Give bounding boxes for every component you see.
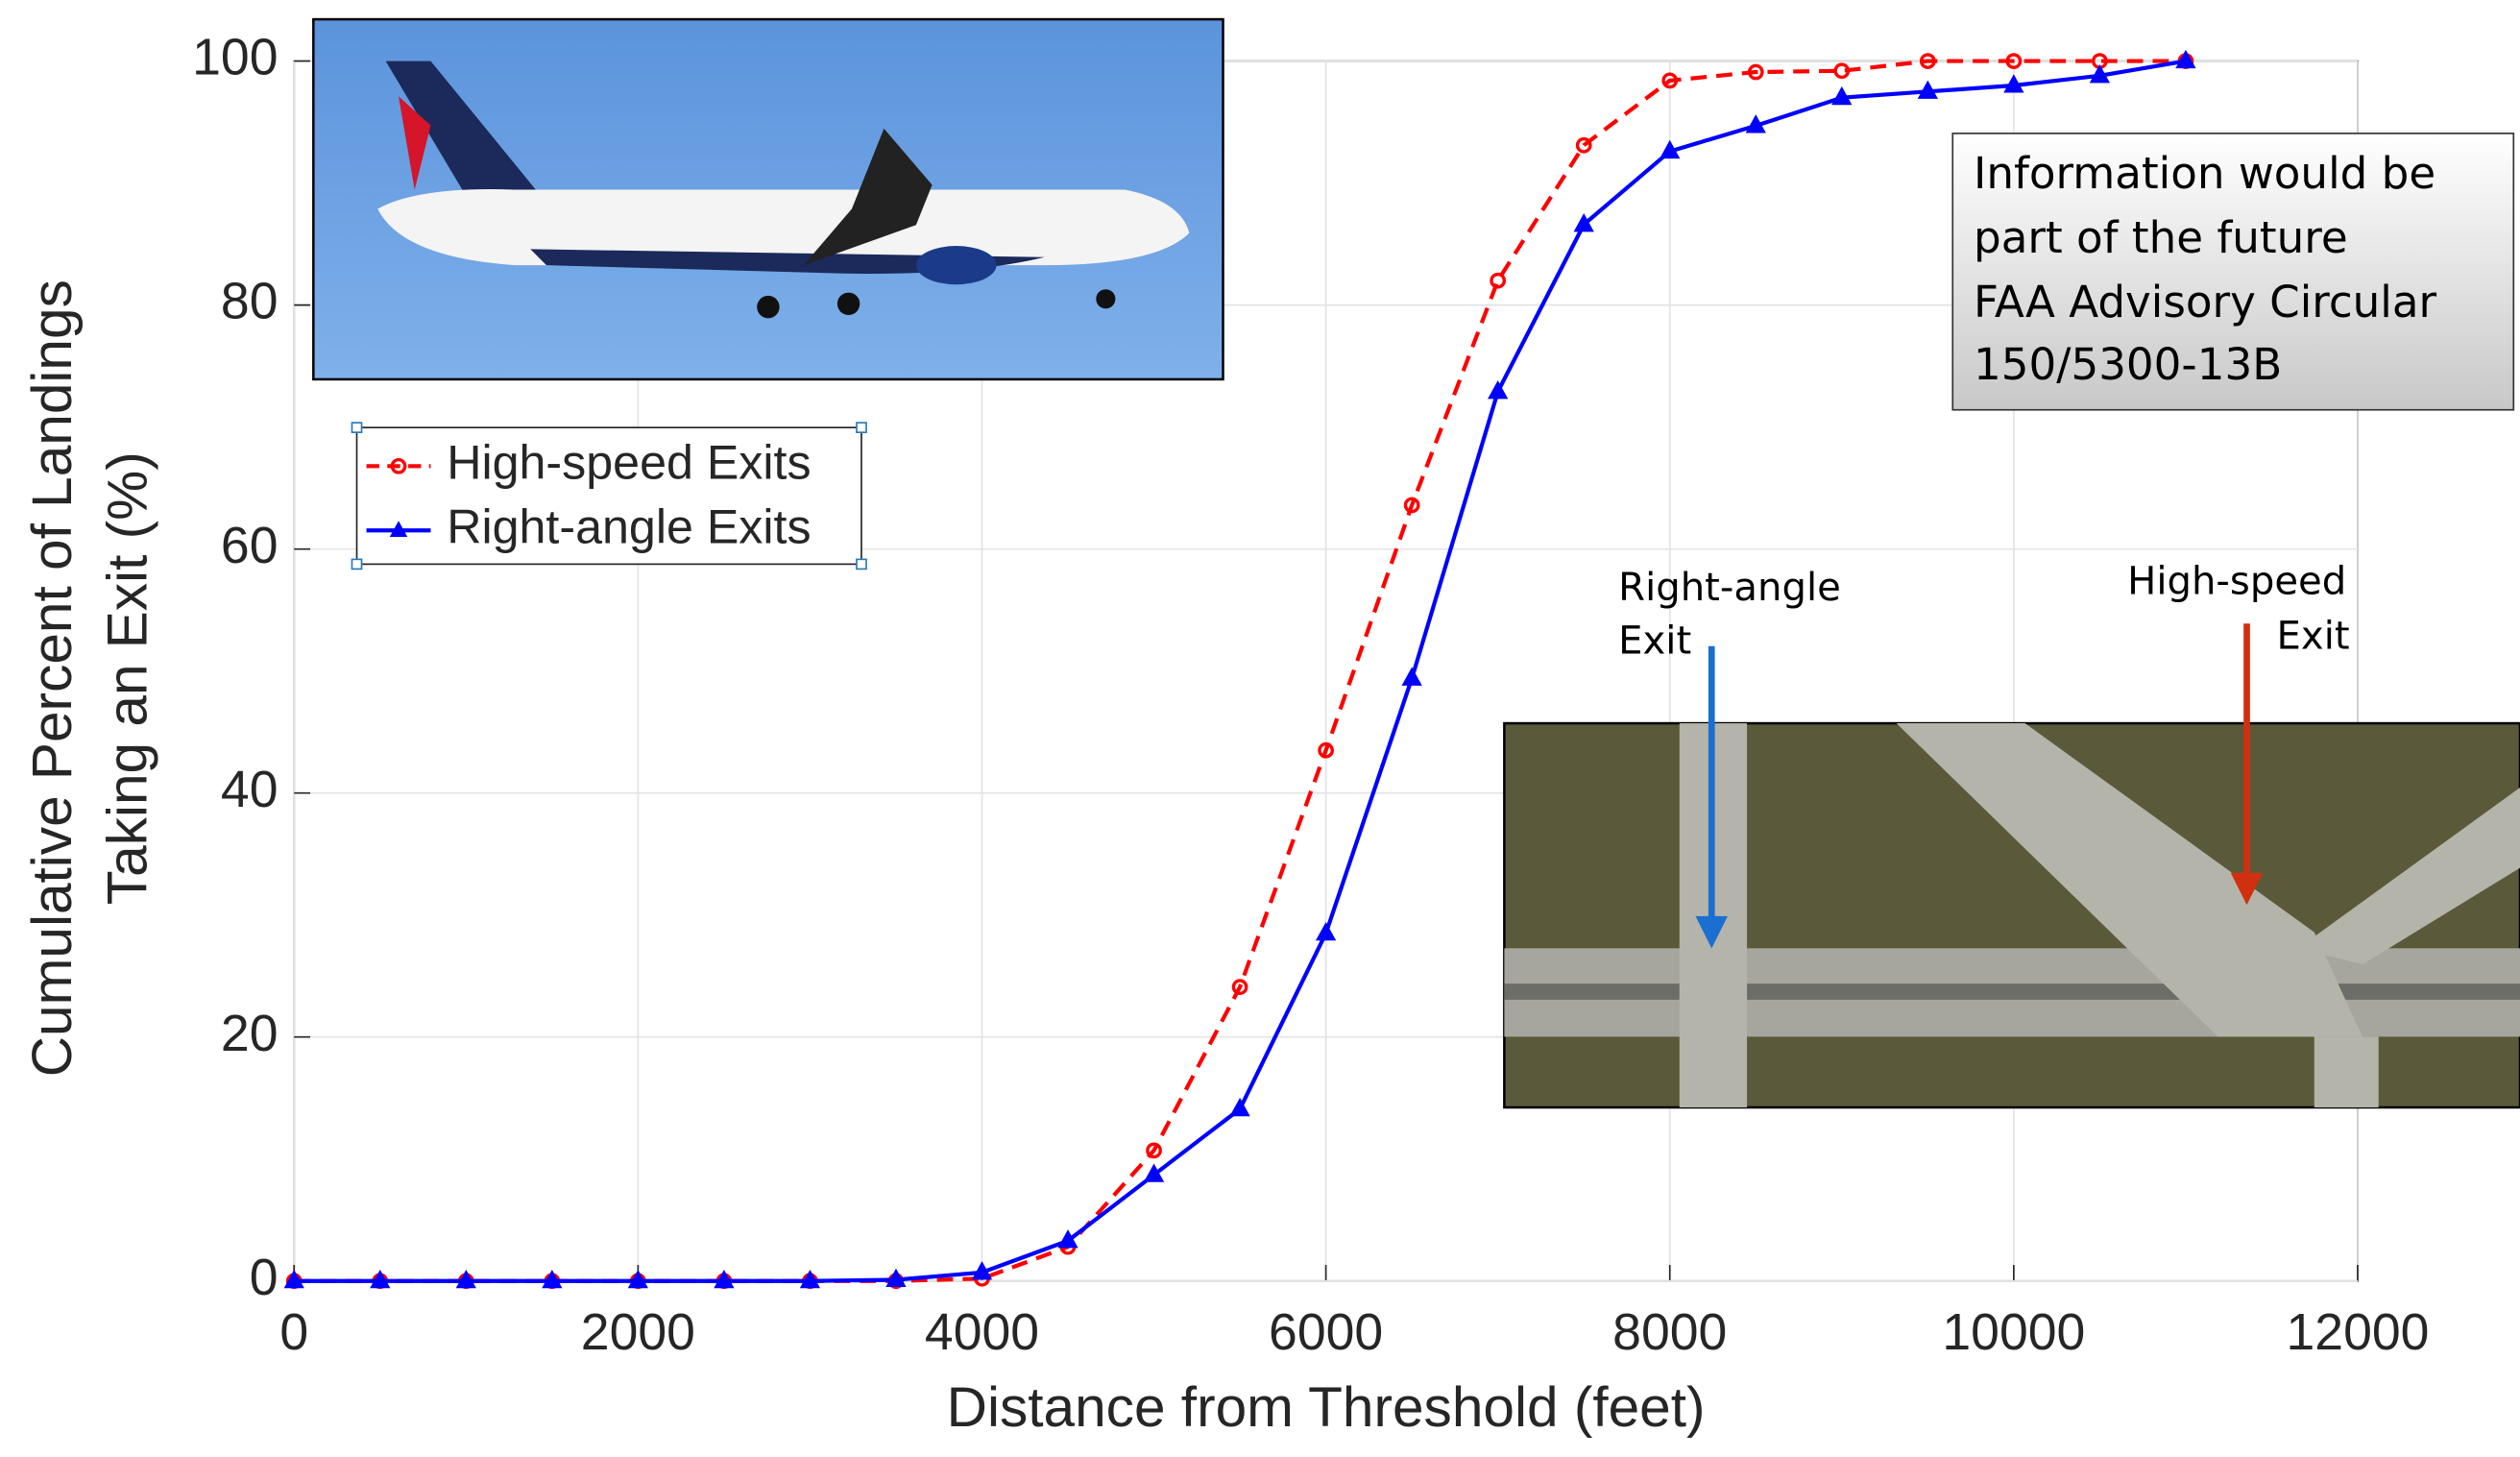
note-line: FAA Advisory Circular (1974, 277, 2437, 328)
label: Right-angle (1618, 566, 1841, 610)
x-tick-label: 12000 (2287, 1304, 2430, 1361)
handle (857, 423, 866, 432)
note-line: part of the future (1974, 212, 2348, 263)
airport-photo (1504, 723, 2520, 1107)
note-line: Information would be (1974, 148, 2435, 199)
legend-label: Right-angle Exits (447, 500, 811, 554)
legend-label: High-speed Exits (447, 436, 811, 490)
x-tick-label: 2000 (581, 1304, 695, 1361)
handle (351, 559, 361, 569)
y-axis-label: Cumulative Percent of Landings (21, 279, 84, 1077)
label: Exit (2277, 614, 2350, 658)
page: {"chart_data": {"type": "line", "xlabel"… (0, 0, 2520, 1457)
chart: Information would be part of the future … (0, 0, 2520, 1457)
y-axis-label: Taking an Exit (%) (97, 451, 159, 905)
y-tick-label: 80 (221, 274, 279, 330)
y-tick-label: 60 (221, 518, 279, 574)
handle (857, 559, 866, 569)
y-tick-label: 40 (221, 762, 279, 818)
note-line: 150/5300-13B (1974, 339, 2282, 390)
legend: High-speed Exits Right-angle Exits (351, 423, 866, 569)
x-axis-label: Distance from Threshold (feet) (947, 1376, 1706, 1439)
x-tick-label: 8000 (1612, 1304, 1727, 1361)
handle (351, 423, 361, 432)
label: High-speed (2127, 559, 2346, 603)
x-tick-label: 4000 (925, 1304, 1039, 1361)
x-tick-label: 6000 (1269, 1304, 1383, 1361)
x-tick-label: 0 (279, 1304, 308, 1361)
y-tick-label: 20 (221, 1006, 279, 1062)
airplane-photo (313, 19, 1223, 379)
y-tick-label: 100 (192, 30, 278, 86)
label: Exit (1618, 619, 1691, 663)
x-tick-label: 10000 (1942, 1304, 2085, 1361)
y-tick-label: 0 (250, 1250, 279, 1306)
